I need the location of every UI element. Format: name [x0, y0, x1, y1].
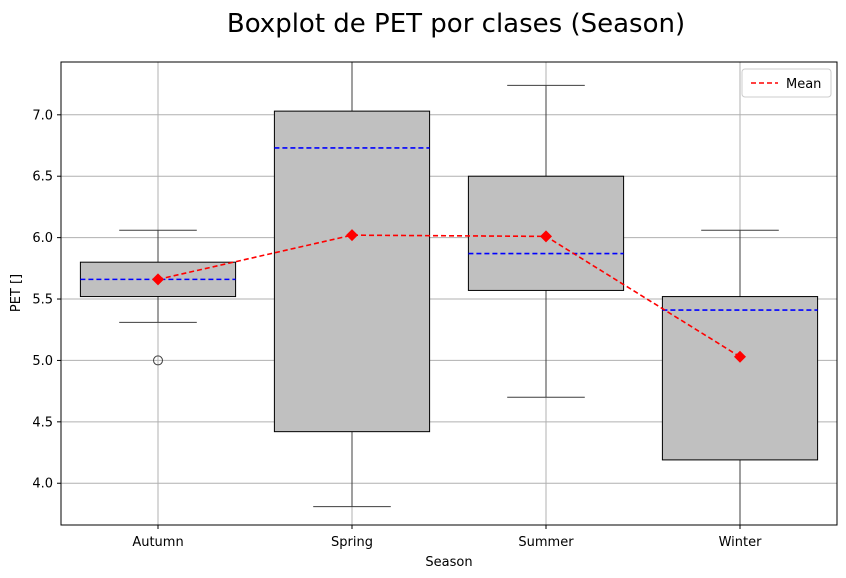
mean-series	[152, 229, 746, 363]
grid	[61, 62, 837, 525]
chart-title: Boxplot de PET por clases (Season)	[227, 9, 685, 39]
mean-marker	[152, 273, 164, 286]
x-axis: Autumn Spring Summer Winter	[132, 525, 762, 550]
box-body	[661, 296, 819, 461]
y-tick-label: 7.0	[32, 108, 53, 123]
y-axis: 4.0 4.5 5.0 5.5 6.0 6.5 7.0	[32, 108, 61, 492]
mean-line	[157, 234, 741, 358]
mean-marker	[540, 230, 552, 243]
mean-marker	[734, 350, 746, 363]
outlier-point	[153, 355, 163, 366]
y-axis-label: PET []	[9, 274, 24, 312]
mean-marker	[346, 229, 358, 242]
x-tick-label: Spring	[331, 535, 373, 550]
y-tick-label: 5.5	[32, 293, 53, 308]
y-tick-label: 6.5	[32, 170, 53, 185]
y-tick-label: 4.0	[32, 477, 53, 492]
legend-frame	[741, 68, 832, 98]
boxes	[79, 61, 819, 526]
y-tick-label: 4.5	[32, 415, 53, 430]
box-winter	[661, 229, 819, 526]
x-axis-label: Season	[425, 555, 472, 570]
x-tick-label: Winter	[719, 535, 763, 550]
x-tick-label: Autumn	[132, 535, 183, 550]
legend-mean-label: Mean	[786, 77, 821, 92]
y-tick-label: 5.0	[32, 354, 53, 369]
y-tick-label: 6.0	[32, 231, 53, 246]
box-body	[273, 110, 431, 433]
legend: Mean	[741, 68, 832, 98]
x-tick-label: Summer	[518, 535, 574, 550]
box-spring	[273, 61, 431, 508]
plot-frame	[60, 61, 838, 526]
